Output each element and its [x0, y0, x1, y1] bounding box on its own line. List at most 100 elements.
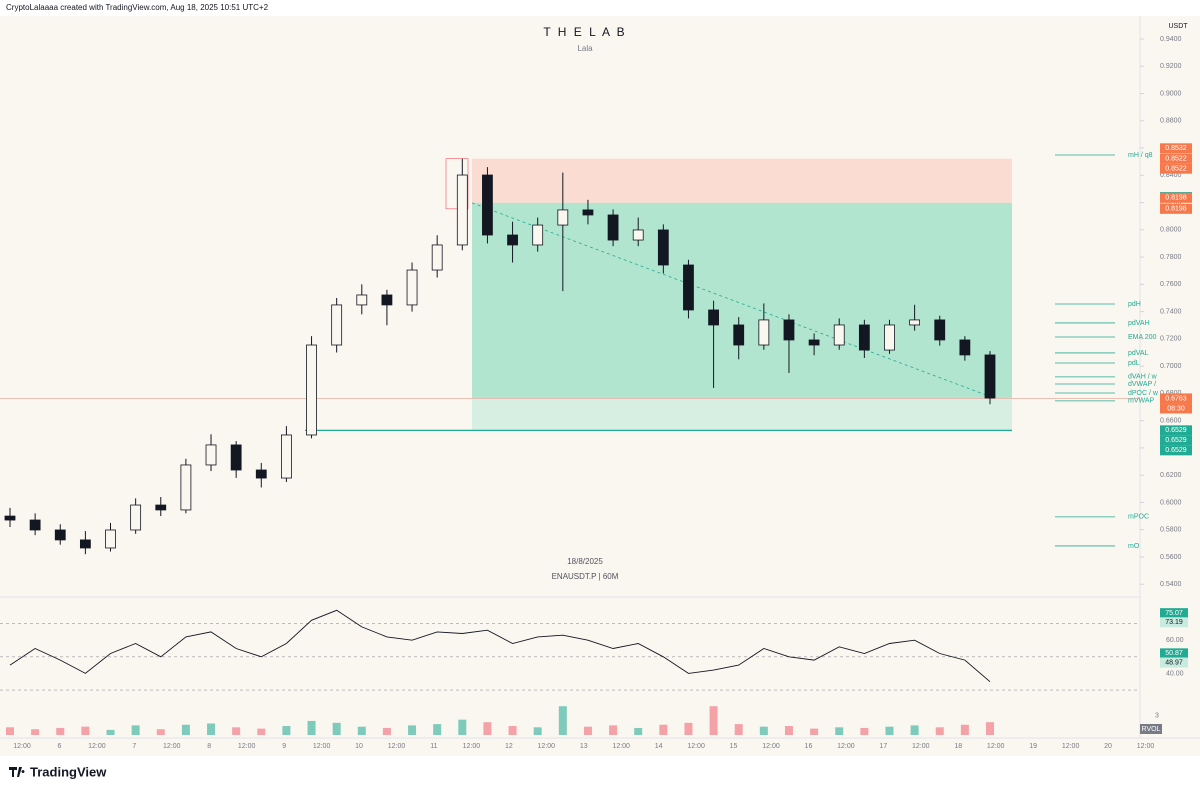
- candle-body: [4, 515, 16, 521]
- candle-body: [833, 324, 845, 346]
- x-tick-label: 12:00: [687, 743, 705, 750]
- candle-body: [230, 444, 242, 471]
- volume-bar: [634, 727, 643, 735]
- y-tick-label: 0.9200: [1160, 63, 1182, 70]
- volume-bar: [332, 722, 341, 735]
- volume-bar: [181, 724, 190, 735]
- x-tick-label: 11: [430, 743, 437, 750]
- plot: mH / q8 pdH pdVAH EMA 200 pdVAL pdL dVAH / wdV…: [0, 152, 1159, 555]
- volume-bar: [307, 720, 316, 735]
- level-label: EMA 200: [1128, 334, 1157, 341]
- candle-body: [557, 209, 569, 226]
- price-badge-label: 0.6763: [1165, 395, 1187, 402]
- x-tick-label: 12:00: [388, 743, 406, 750]
- y-tick-label: 0.6600: [1160, 418, 1182, 425]
- candle-body: [306, 344, 317, 436]
- volume-bar: [508, 726, 517, 735]
- currency: USDT: [1168, 23, 1188, 30]
- candle-body: [155, 504, 167, 511]
- x-tick-label: 12:00: [762, 743, 780, 750]
- candle-body: [632, 229, 644, 241]
- volume-bar: [684, 722, 693, 735]
- y-tick-label: 0.7800: [1160, 254, 1182, 261]
- volume-bar: [56, 727, 65, 735]
- price-badge-label: 0.8198: [1165, 195, 1187, 202]
- volume-bar: [558, 706, 567, 735]
- price-badge-label: 0.8522: [1165, 166, 1187, 173]
- level-label: mPOC: [1128, 514, 1149, 521]
- candle-body: [934, 319, 946, 341]
- brand: TradingView: [30, 764, 107, 779]
- y-tick-label: 0.9000: [1160, 90, 1182, 97]
- x-tick-label: 12:00: [987, 743, 1005, 750]
- volume-bar: [6, 727, 14, 735]
- candle-body: [532, 224, 544, 246]
- candle-body: [431, 244, 443, 271]
- x-tick-label: 12:00: [238, 743, 256, 750]
- rsi-badge-label: 75.07: [1165, 610, 1183, 617]
- volume-bar: [483, 722, 492, 735]
- y-tick-label: 0.8000: [1160, 227, 1182, 234]
- x-tick-label: 12:00: [163, 743, 181, 750]
- rsi-badge: [1160, 608, 1188, 619]
- x-tick-label: 15: [730, 743, 738, 750]
- x-tick-label: 17: [879, 743, 887, 750]
- volume-bar: [759, 726, 768, 735]
- volume-bar: [935, 727, 944, 735]
- x-tick-label: 19: [1029, 743, 1037, 750]
- price-badge-label: 0.8532: [1165, 145, 1187, 152]
- candle-body: [959, 339, 971, 356]
- date-label: 18/8/2025: [567, 557, 603, 566]
- price-badge-label: 0.6529: [1165, 447, 1187, 454]
- y-tick-label: 0.6000: [1160, 499, 1182, 506]
- volume-bar: [131, 725, 140, 735]
- x-tick-label: 6: [57, 743, 61, 750]
- y-tick-label: 0.8400: [1160, 172, 1182, 179]
- x-tick-label: 12:00: [912, 743, 930, 750]
- y-tick-label: 0.6200: [1160, 472, 1182, 479]
- candle-body: [884, 324, 895, 351]
- candle-body: [733, 324, 745, 346]
- chart-subtitle: Lala: [577, 44, 593, 53]
- countdown-badge: [1160, 403, 1192, 414]
- x-tick-label: 12:00: [612, 743, 630, 750]
- x-tick-label: 18: [954, 743, 962, 750]
- candle-body: [456, 174, 468, 246]
- price-badge-label: 0.8198: [1165, 206, 1187, 213]
- level-label: pdVAL: [1128, 350, 1149, 357]
- x-tick-label: 8: [207, 743, 211, 750]
- volume-bar: [106, 729, 115, 735]
- volume-bar: [207, 723, 216, 735]
- candle-body: [783, 319, 795, 341]
- y-tick-label: 0.8800: [1160, 118, 1182, 125]
- candle-body: [758, 319, 770, 346]
- price-badge: [1160, 203, 1192, 214]
- price-badge: [1160, 163, 1192, 174]
- candle-body: [79, 539, 91, 549]
- volume-bar: [609, 725, 618, 735]
- volume-bar: [885, 726, 894, 735]
- volume-bar: [709, 706, 718, 735]
- y-tick-label: 0.7600: [1160, 281, 1182, 288]
- y-tick-label: 0.7000: [1160, 363, 1182, 370]
- rvol-badge: [1140, 724, 1162, 734]
- target-zone: [472, 202, 1012, 399]
- x-tick-label: 12:00: [538, 743, 556, 750]
- price-badge: [1160, 143, 1192, 154]
- level-label: pdL: [1128, 360, 1140, 367]
- candle-body: [683, 264, 694, 311]
- x-tick-label: 13: [580, 743, 588, 750]
- logo-icon: [9, 767, 25, 777]
- candle-body: [54, 529, 66, 541]
- rsi-badge-label: 48.97: [1165, 659, 1183, 666]
- price-badge-label: 0.8522: [1165, 156, 1187, 163]
- volume-bar: [382, 727, 391, 735]
- volume-bar: [257, 728, 266, 735]
- x-tick-label: 7: [132, 743, 136, 750]
- y-tick-label: 0.5400: [1160, 581, 1182, 588]
- volume-bar: [583, 726, 592, 735]
- price-badge: [1160, 435, 1192, 446]
- x-tick-label: 14: [655, 743, 663, 750]
- x-tick-label: 20: [1104, 743, 1112, 750]
- rsi-badge: [1160, 648, 1188, 659]
